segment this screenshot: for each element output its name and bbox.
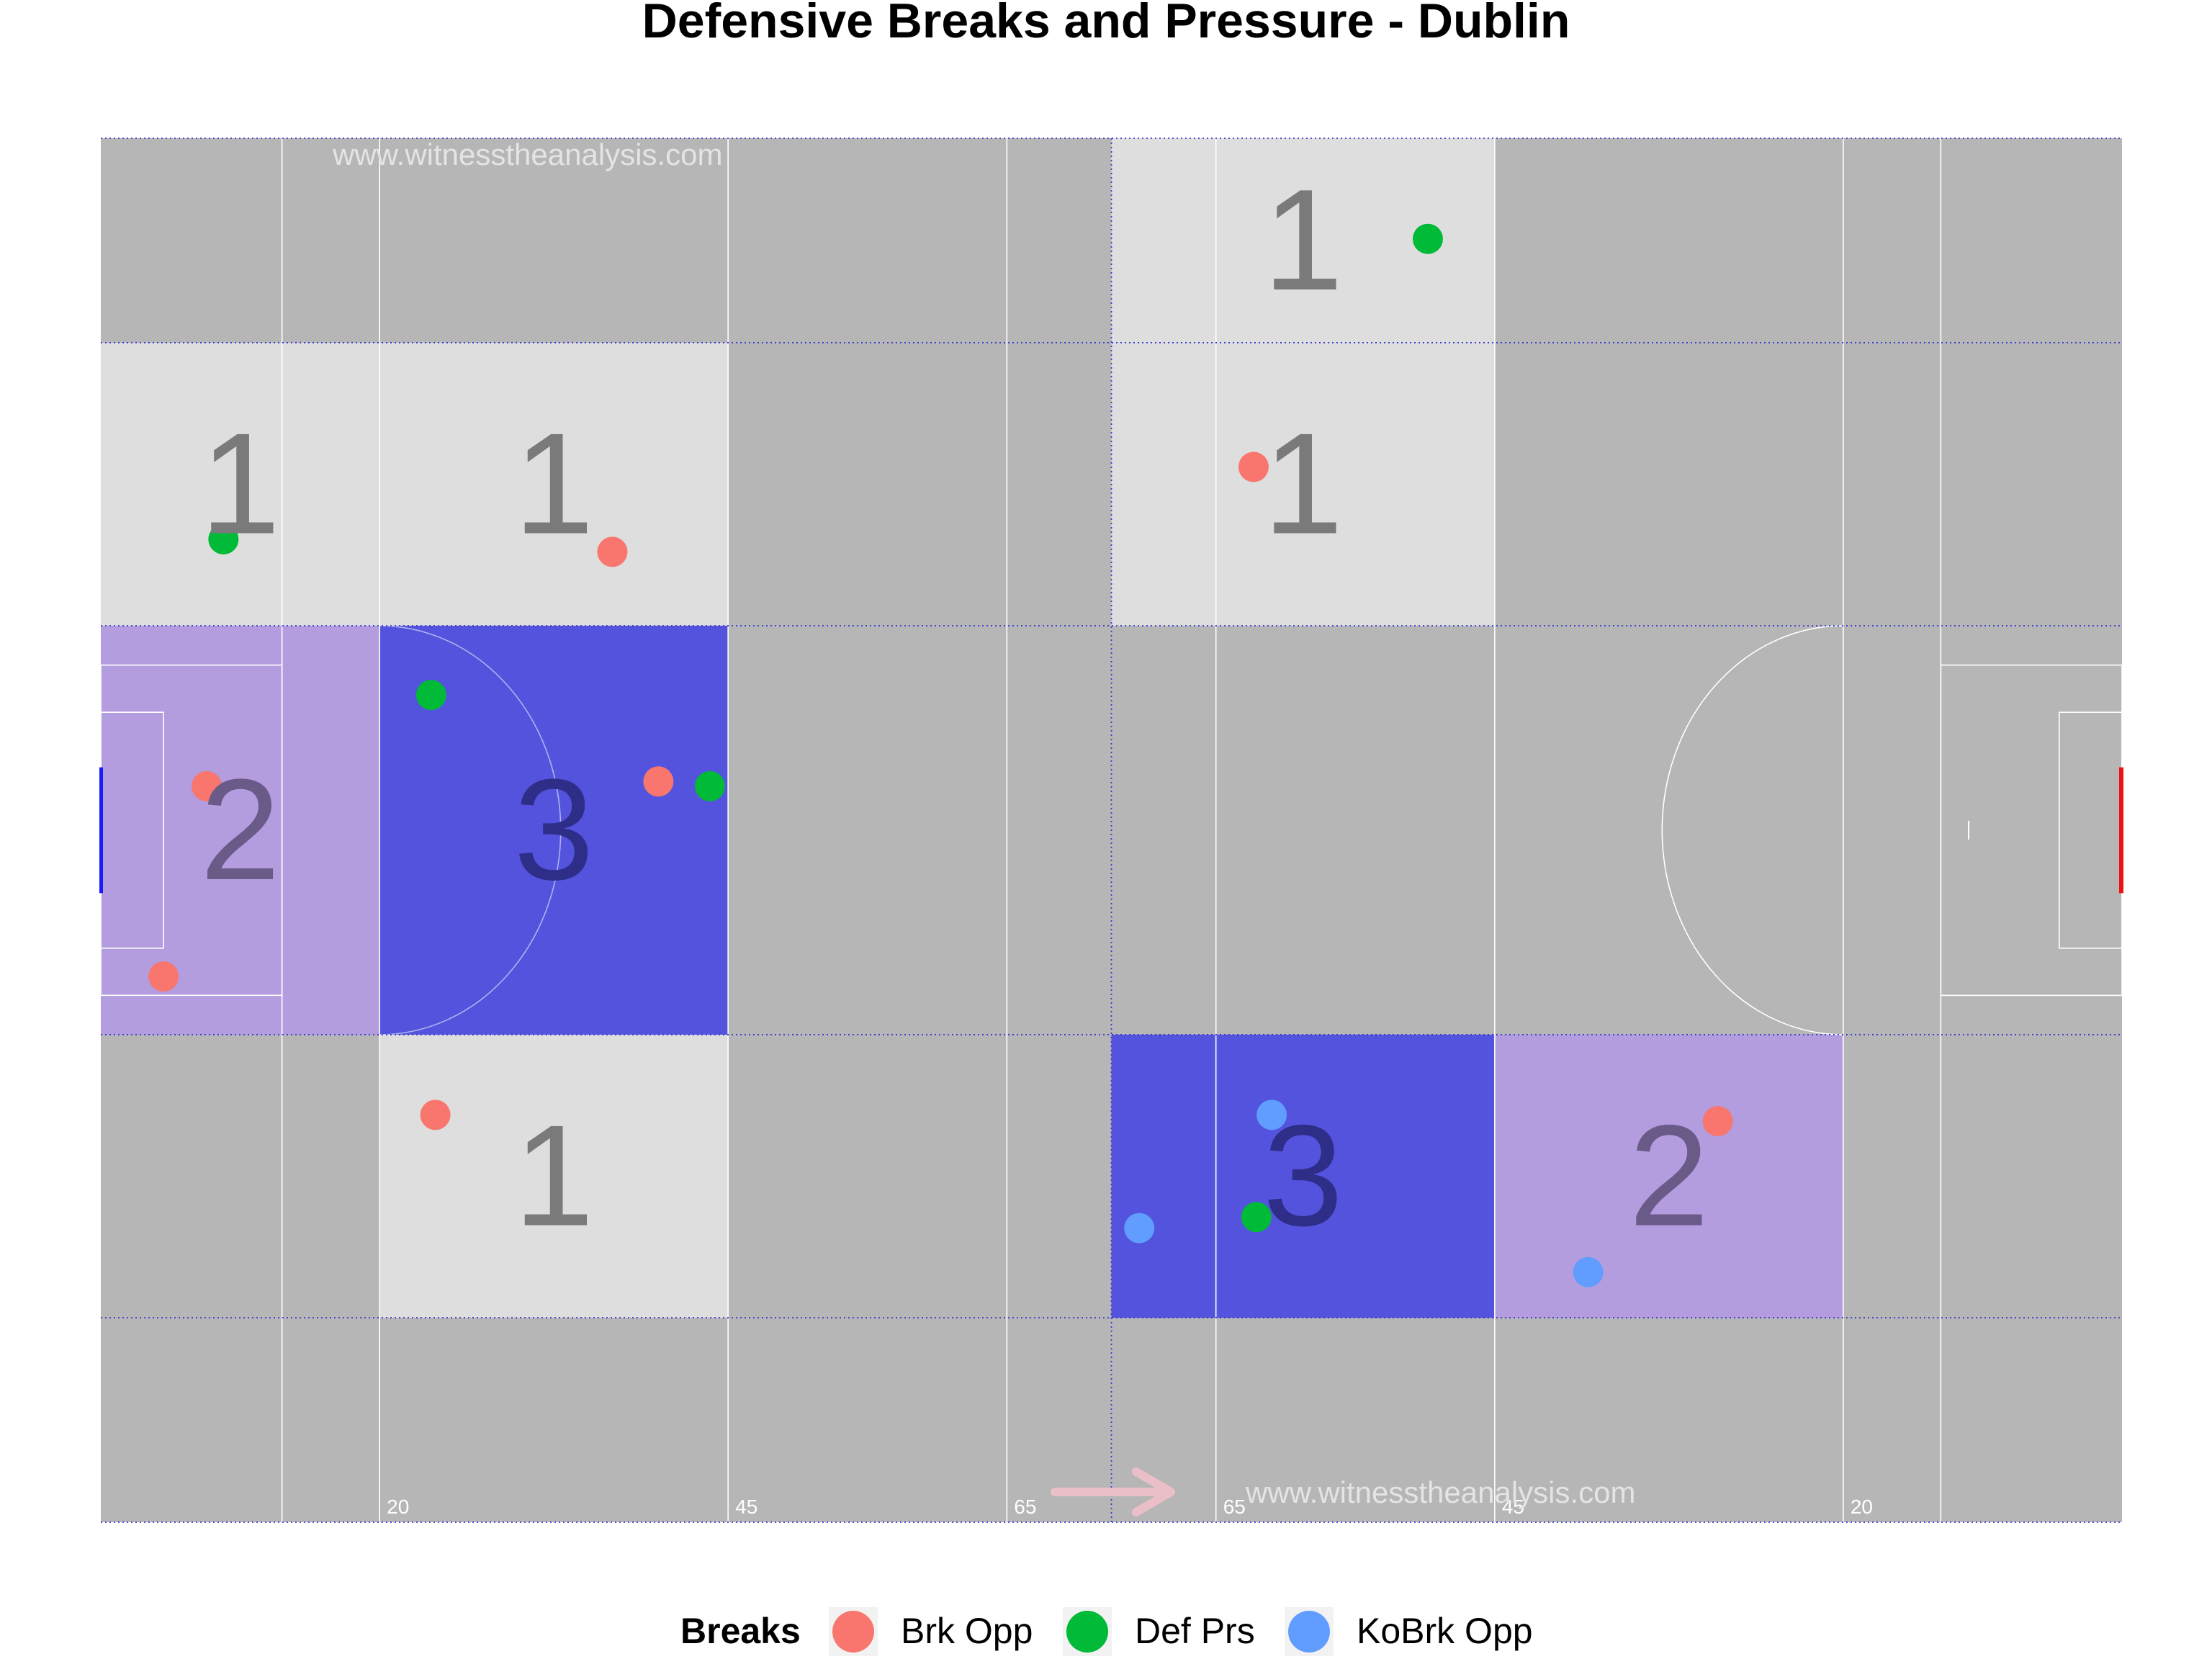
right-goal (2119, 767, 2123, 894)
zone-rect (379, 342, 729, 626)
data-point-def-prs (1241, 1202, 1272, 1233)
data-point-kobrk-opp (1256, 1100, 1287, 1130)
yard-label: 45 (1502, 1496, 1524, 1518)
zone-rect (101, 626, 380, 1035)
zone-count-label: 1 (514, 404, 594, 565)
chart-title: Defensive Breaks and Pressure - Dublin (642, 0, 1570, 48)
data-point-brk-opp (192, 770, 222, 801)
yard-label: 45 (735, 1496, 757, 1518)
yard-label: 65 (1014, 1496, 1036, 1518)
right-arc (1662, 625, 1843, 1035)
legend-label: Def Prs (1135, 1611, 1255, 1651)
data-point-kobrk-opp (1573, 1256, 1604, 1287)
zone-count-label: 1 (1263, 160, 1343, 320)
direction-arrow-head (1132, 1467, 1175, 1516)
watermark-text: www.witnesstheanalysis.com (332, 138, 723, 171)
yard-label: 20 (1851, 1496, 1873, 1518)
data-point-def-prs (694, 770, 725, 801)
zone-count-label: 2 (200, 750, 280, 910)
data-point-brk-opp (1238, 451, 1269, 482)
yard-label: 20 (387, 1496, 409, 1518)
legend-key-brk-opp (832, 1611, 874, 1653)
zone-rect (101, 342, 380, 626)
zone-count-label: 2 (1629, 1096, 1709, 1256)
zone-heat-layer (101, 138, 1843, 1318)
zone-count-label: 3 (514, 750, 594, 910)
data-point-brk-opp (148, 961, 179, 992)
zone-count-label: 1 (514, 1096, 594, 1256)
data-points (148, 223, 1733, 1287)
watermark-text: www.witnesstheanalysis.com (1245, 1475, 1636, 1509)
data-point-def-prs (415, 680, 446, 711)
zone-count-label: 1 (1263, 404, 1343, 565)
data-point-def-prs (208, 523, 239, 554)
left-goal (99, 767, 103, 894)
legend-label: Brk Opp (901, 1611, 1033, 1651)
legend-label: KoBrk Opp (1357, 1611, 1533, 1651)
legend-key-kobrk-opp (1288, 1611, 1330, 1653)
zone-rect (1111, 1034, 1495, 1318)
zone-count-label: 3 (1263, 1096, 1343, 1256)
left-arc (379, 625, 561, 1035)
legend: Breaks Brk Opp Def Prs KoBrk Opp (680, 1607, 1533, 1656)
pitch-markings: 20 45 65 65 45 20 www.witnesstheanalysis.com ww… (99, 138, 2123, 1523)
data-point-kobrk-opp (1124, 1213, 1155, 1244)
zone-rect (1111, 342, 1495, 626)
data-point-brk-opp (643, 766, 674, 797)
yard-label: 65 (1223, 1496, 1246, 1518)
zone-count-label: 1 (200, 404, 280, 565)
data-point-brk-opp (597, 536, 628, 567)
data-point-brk-opp (1702, 1106, 1733, 1137)
legend-key-def-prs (1066, 1611, 1108, 1653)
data-point-def-prs (1412, 223, 1443, 254)
data-point-brk-opp (420, 1100, 451, 1130)
zone-rect (379, 1034, 729, 1318)
zone-rect (1494, 1034, 1843, 1318)
legend-title: Breaks (680, 1611, 801, 1651)
